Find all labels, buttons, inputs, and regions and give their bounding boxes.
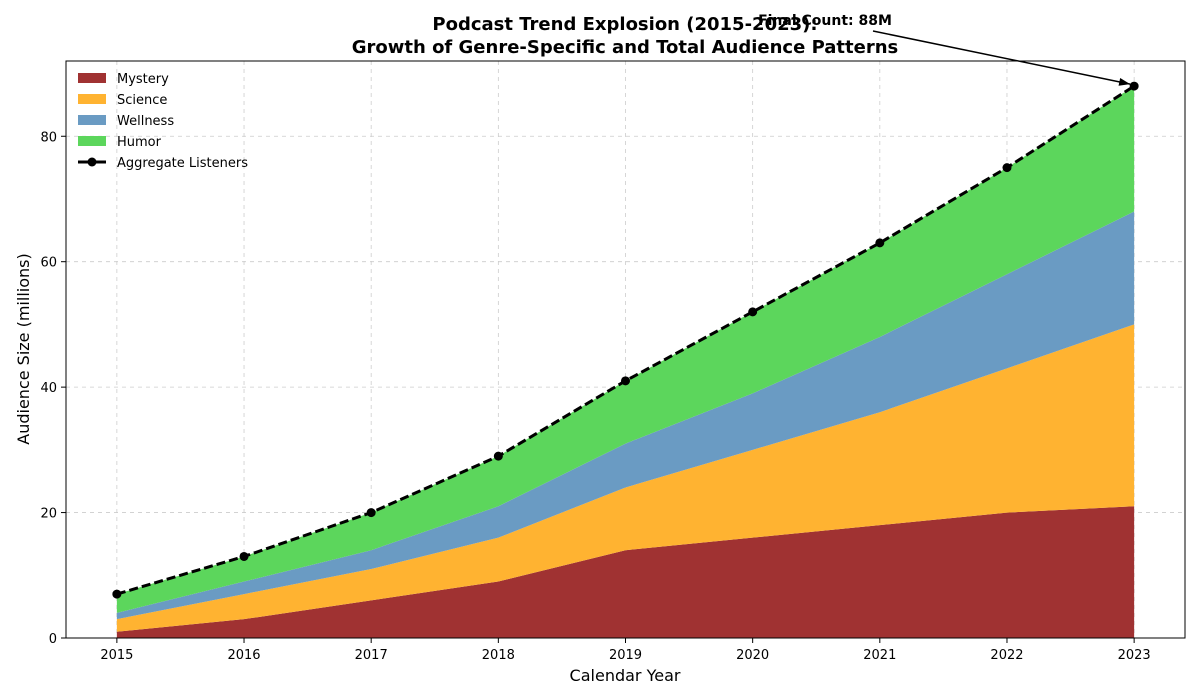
- x-tick-label: 2023: [1118, 648, 1151, 663]
- aggregate-point-2022: [1002, 163, 1012, 173]
- y-tick-label: 0: [49, 632, 57, 647]
- annotation-arrow-line: [872, 30, 1131, 85]
- legend-swatch-humor: [78, 136, 106, 146]
- legend-label-humor: Humor: [117, 135, 162, 150]
- y-axis-label: Audience Size (millions): [14, 253, 33, 444]
- x-tick-label: 2016: [227, 648, 260, 663]
- legend-label-mystery: Mystery: [117, 72, 169, 87]
- y-tick-label: 60: [40, 256, 57, 271]
- legend-swatch-wellness: [78, 115, 106, 125]
- x-tick-label: 2020: [736, 648, 769, 663]
- aggregate-point-2020: [748, 307, 758, 317]
- y-tick-label: 20: [40, 507, 57, 522]
- aggregate-point-2023: [1129, 81, 1139, 91]
- area-mystery: [116, 506, 1135, 638]
- x-tick-label: 2018: [482, 648, 515, 663]
- annotation: Final Count: 88M: [758, 13, 1131, 86]
- annotation-arrow-head: [1118, 77, 1131, 86]
- x-axis-label: Calendar Year: [570, 666, 681, 685]
- aggregate-point-2018: [493, 451, 503, 461]
- x-tick-label: 2019: [609, 648, 642, 663]
- legend-swatch-science: [78, 94, 106, 104]
- x-tick-label: 2017: [355, 648, 388, 663]
- aggregate-point-2015: [112, 589, 122, 599]
- legend: Mystery Science Wellness Humor Aggregate Lis…: [78, 72, 248, 171]
- legend-marker-aggregate: [87, 157, 97, 167]
- annotation-text: Final Count: 88M: [758, 13, 892, 29]
- chart-title: Podcast Trend Explosion (2015-2023):: [432, 14, 817, 35]
- aggregate-point-2016: [239, 551, 249, 561]
- x-tick-label: 2022: [990, 648, 1023, 663]
- y-tick-label: 80: [40, 130, 57, 145]
- aggregate-point-2017: [366, 508, 376, 518]
- area-science: [116, 324, 1135, 632]
- x-tick-label: 2021: [863, 648, 896, 663]
- legend-swatch-mystery: [78, 73, 106, 83]
- x-tick-label: 2015: [100, 648, 133, 663]
- aggregate-point-2021: [875, 238, 885, 248]
- stacked-areas: [116, 86, 1135, 638]
- legend-label-science: Science: [117, 93, 167, 108]
- axis-ticks: 2015 2016 2017 2018 2019 2020 2021 2022 2023 0 20 4…: [40, 130, 1150, 663]
- legend-label-wellness: Wellness: [117, 114, 174, 129]
- chart-subtitle: Growth of Genre-Specific and Total Audie…: [352, 37, 899, 58]
- aggregate-line: [112, 81, 1139, 599]
- legend-label-aggregate: Aggregate Listeners: [117, 156, 248, 171]
- aggregate-point-2019: [621, 376, 630, 386]
- y-tick-label: 40: [40, 381, 57, 396]
